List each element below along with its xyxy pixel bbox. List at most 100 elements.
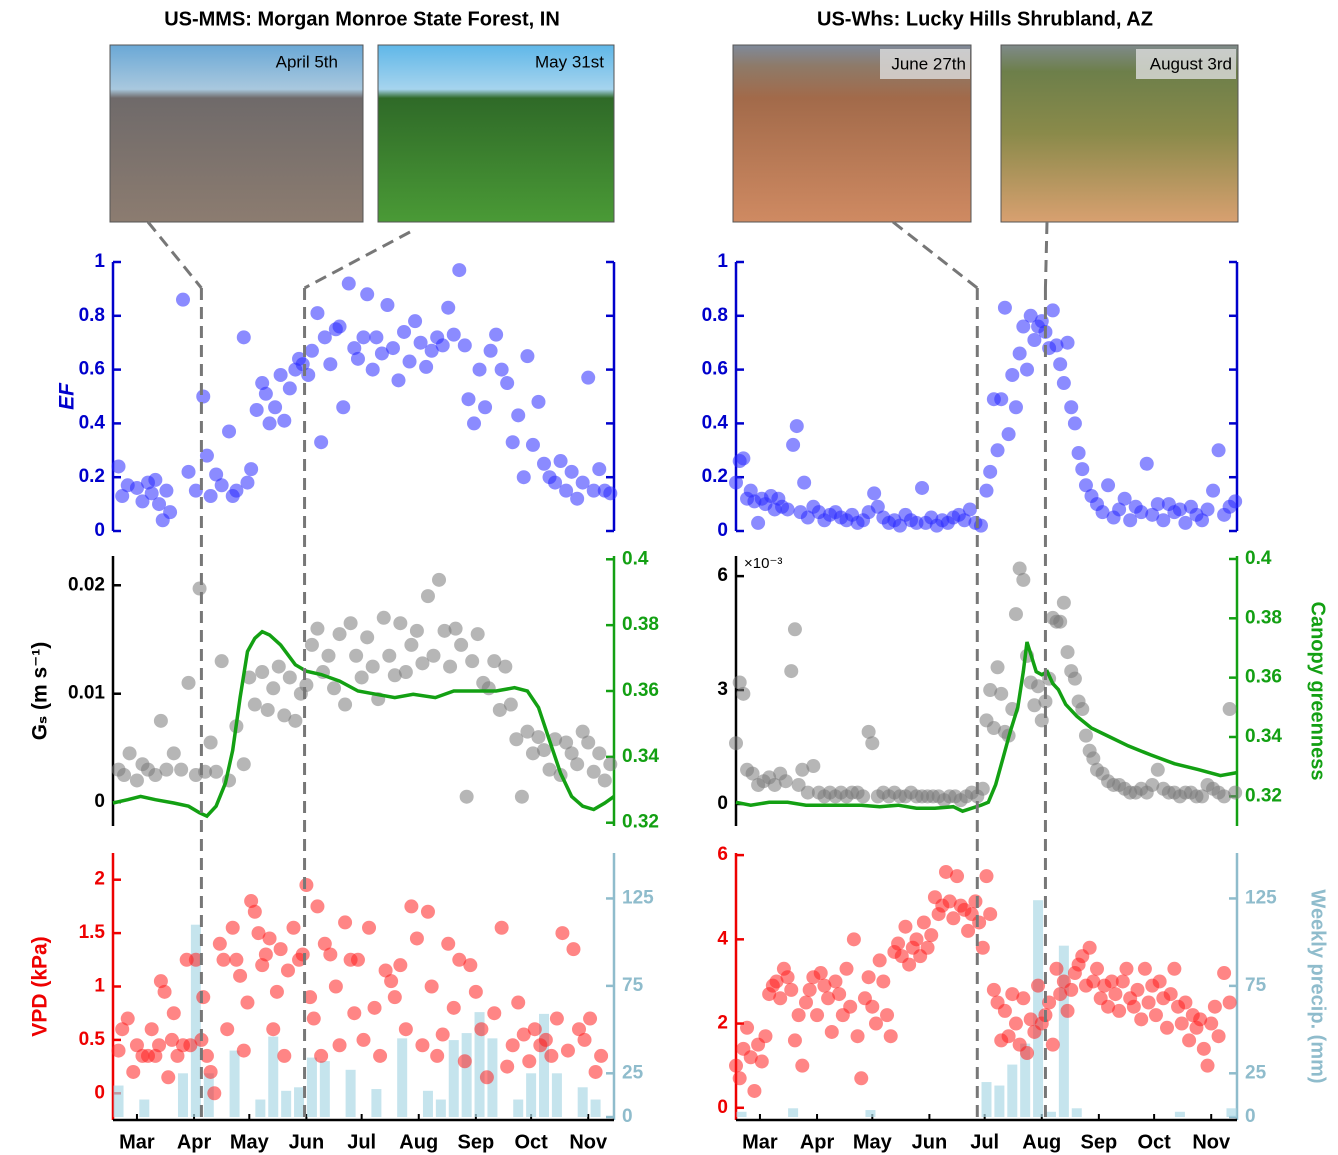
point [415,1038,430,1053]
point [797,475,812,490]
point [203,735,218,750]
point [500,376,515,391]
point [457,338,472,353]
x-tick-label: Mar [119,1131,155,1153]
y2-tick-label: 0.38 [622,614,659,635]
photo-label: June 27th [891,54,966,73]
point [503,697,518,712]
point [577,1032,592,1047]
point [382,648,397,663]
point [199,448,214,463]
point [207,1086,222,1101]
point [1182,1033,1197,1048]
point [843,999,858,1014]
point [950,869,965,884]
bar [1058,945,1069,1118]
point [472,362,487,377]
point [268,400,283,415]
point [181,675,196,690]
point [986,982,1001,997]
point [452,263,467,278]
point [384,974,399,989]
y-tick-label: 6 [717,565,728,586]
y2-axis-label: Canopy greenness [1307,602,1329,781]
point [957,513,972,528]
point [1145,507,1160,522]
y2-tick-label: 0.32 [622,812,659,833]
point [872,953,887,968]
point [1038,694,1053,709]
point [784,664,799,679]
point [564,746,579,761]
point [1075,462,1090,477]
point [317,936,332,951]
point [262,931,277,946]
point [938,864,953,879]
point [468,984,483,999]
photo-label-box [880,49,970,79]
point [336,400,351,415]
point [861,970,876,985]
point [409,931,424,946]
point [314,1048,329,1063]
x-tick-label: Aug [1022,1131,1061,1153]
point [588,1064,603,1079]
point [1031,679,1046,694]
point [1193,1012,1208,1027]
point [430,1048,445,1063]
photo-connector [303,230,411,290]
point [474,1022,489,1037]
point [505,1038,520,1053]
point [1008,400,1023,415]
y-tick-label: 0.6 [79,359,105,380]
point [391,373,406,388]
bar [139,1099,150,1118]
point [376,610,391,625]
panel-title: US-MMS: Morgan Monroe State Forest, IN [164,8,560,30]
x-tick-label: Jun [912,1131,948,1153]
photo-label: April 5th [276,52,338,71]
point [1206,483,1221,498]
point [393,616,408,631]
point [229,952,244,967]
point [487,654,502,669]
point [514,789,529,804]
y-axis-label: VPD (kPa) [29,936,52,1036]
point [736,686,751,701]
point [1012,561,1027,576]
y2-tick-label: 75 [1245,975,1267,996]
x-tick-label: Jul [970,1131,999,1153]
point [538,1032,553,1047]
point [1196,1041,1211,1056]
point [603,486,618,501]
point [594,1048,609,1063]
point [1228,494,1243,509]
point [846,932,861,947]
bar [551,1073,562,1118]
point [350,952,365,967]
point [367,1000,382,1015]
x-tick-label: Jun [289,1131,325,1153]
point [1020,1046,1035,1061]
point [865,999,880,1014]
point [216,952,231,967]
point [828,974,843,989]
point [566,942,581,957]
point [341,276,356,291]
point [214,654,229,669]
bar [590,1099,601,1118]
point [795,1058,810,1073]
point [258,386,273,401]
point [362,920,377,935]
point [1204,1016,1219,1031]
point [244,894,259,909]
point [1090,961,1105,976]
point [802,982,817,997]
point [915,480,930,495]
point [1008,1016,1023,1031]
point [236,757,251,772]
point [854,1071,869,1086]
point [489,327,504,342]
point [277,708,292,723]
point [409,623,424,638]
